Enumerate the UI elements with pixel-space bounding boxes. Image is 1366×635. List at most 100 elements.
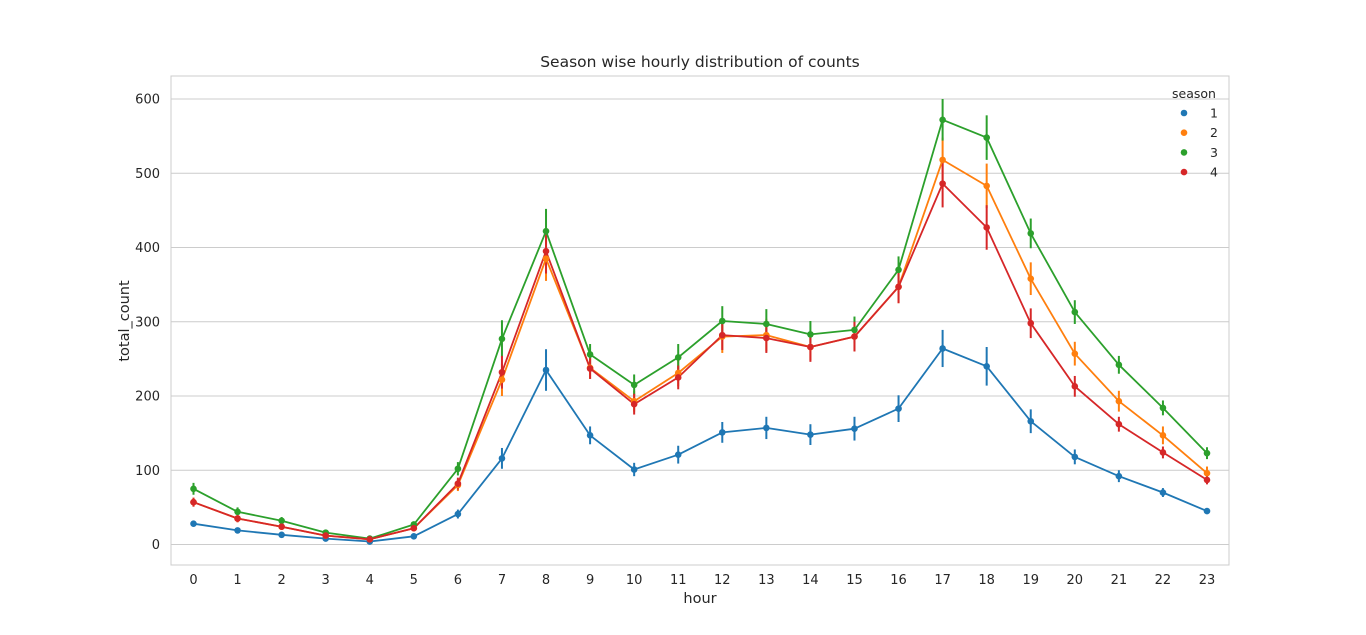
point-season-4 [1203, 476, 1211, 484]
point-season-3 [586, 351, 594, 358]
point-season-2 [939, 156, 946, 164]
x-tick-label: 10 [626, 573, 643, 588]
point-season-4 [322, 532, 329, 539]
point-season-1 [454, 510, 462, 518]
point-season-1 [895, 405, 902, 412]
legend-title: season [1172, 86, 1216, 101]
chart-title: Season wise hourly distribution of count… [540, 53, 860, 71]
x-tick-label: 14 [802, 573, 819, 588]
point-season-1 [410, 533, 418, 540]
legend-label-season-2: 2 [1210, 125, 1218, 140]
series-lines [193, 118, 1208, 543]
point-season-4 [410, 524, 418, 532]
x-tick-label: 21 [1111, 573, 1128, 588]
point-season-1 [939, 345, 946, 352]
y-tick-label: 100 [135, 464, 160, 479]
legend-marker-season-3 [1180, 149, 1188, 156]
x-tick-label: 8 [542, 573, 550, 588]
x-tick-label: 5 [410, 573, 418, 588]
point-season-1 [542, 366, 550, 374]
point-season-4 [895, 283, 902, 291]
point-season-1 [498, 455, 506, 462]
x-tick-label: 20 [1067, 573, 1084, 588]
point-season-3 [1027, 230, 1035, 237]
point-season-4 [674, 374, 682, 381]
point-season-2 [1027, 275, 1035, 282]
x-tick-label: 9 [586, 573, 594, 588]
point-season-3 [190, 485, 197, 493]
y-tick-label: 500 [135, 167, 160, 182]
x-tick-label: 2 [277, 573, 285, 588]
point-season-2 [1203, 469, 1211, 477]
x-tick-label: 15 [846, 573, 863, 588]
point-season-3 [1203, 449, 1211, 457]
point-season-1 [763, 424, 770, 432]
point-season-1 [630, 466, 638, 473]
point-season-3 [454, 465, 462, 473]
point-season-4 [939, 180, 946, 187]
point-season-1 [586, 432, 594, 439]
x-tick-label: 23 [1199, 573, 1216, 588]
legend-label-season-1: 1 [1210, 106, 1218, 121]
point-season-4 [190, 498, 197, 506]
point-season-2 [1159, 432, 1167, 439]
point-season-3 [763, 320, 770, 328]
x-tick-label: 11 [670, 573, 687, 588]
point-season-4 [763, 334, 770, 342]
y-tick-label: 600 [135, 93, 160, 108]
y-tick-label: 200 [135, 390, 160, 405]
point-season-4 [1027, 319, 1035, 327]
x-axis-label: hour [683, 591, 716, 607]
y-axis-label: total_count [117, 280, 133, 362]
point-season-3 [674, 354, 682, 361]
point-season-3 [498, 335, 506, 343]
point-season-2 [542, 255, 550, 262]
point-season-1 [851, 425, 858, 432]
x-tick-label: 0 [189, 573, 197, 588]
x-tick-label: 18 [978, 573, 995, 588]
point-season-1 [674, 451, 682, 458]
point-season-4 [278, 523, 285, 530]
y-tick-labels: 0 100 200 300 400 500 600 [135, 93, 160, 554]
point-season-3 [851, 326, 858, 334]
point-season-4 [366, 536, 374, 543]
y-tick-label: 300 [135, 315, 160, 330]
point-season-2 [1115, 397, 1123, 405]
x-tick-label: 16 [890, 573, 907, 588]
legend-label-season-3: 3 [1210, 145, 1218, 160]
data-points [190, 116, 1211, 545]
point-season-3 [278, 517, 285, 525]
legend-label-season-4: 4 [1210, 165, 1218, 180]
point-season-2 [498, 376, 506, 383]
point-season-1 [278, 531, 285, 539]
point-season-1 [1203, 507, 1211, 515]
point-season-1 [718, 429, 726, 436]
point-season-3 [542, 227, 550, 235]
point-season-1 [190, 520, 197, 528]
point-season-4 [586, 365, 594, 372]
point-season-4 [983, 224, 990, 231]
point-season-4 [498, 368, 506, 376]
series-line-season-2 [193, 158, 1208, 541]
point-season-1 [1115, 472, 1123, 480]
series-line-season-4 [193, 182, 1208, 541]
point-season-4 [454, 480, 462, 487]
x-tick-label: 1 [233, 573, 241, 588]
point-season-4 [1159, 449, 1167, 456]
x-tick-label: 22 [1155, 573, 1172, 588]
point-season-3 [1071, 308, 1079, 316]
point-season-3 [895, 266, 902, 274]
y-tick-label: 0 [152, 538, 160, 553]
point-season-3 [234, 508, 241, 516]
x-tick-label: 19 [1022, 573, 1039, 588]
point-season-2 [983, 182, 990, 190]
point-season-1 [1071, 453, 1079, 461]
point-season-3 [1115, 361, 1123, 369]
x-tick-label: 13 [758, 573, 775, 588]
point-season-4 [630, 400, 638, 408]
series-line-season-1 [193, 347, 1208, 543]
point-season-3 [939, 116, 946, 124]
x-tick-labels: 0 1 2 3 4 5 6 7 8 9 10 11 12 13 14 15 16 17 18 19 20 21 22 23 [189, 573, 1215, 588]
x-tick-label: 6 [454, 573, 462, 588]
